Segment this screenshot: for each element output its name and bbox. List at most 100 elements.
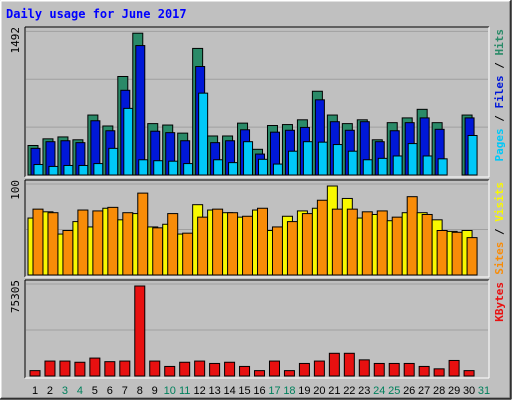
bar-pages-day-26 — [407, 143, 418, 176]
x-tick-label-day-23: 23 — [358, 385, 370, 397]
x-tick-label-day-20: 20 — [313, 385, 325, 397]
bar-kbytes-day-18 — [283, 370, 295, 377]
bar-sites-day-12 — [197, 216, 209, 276]
x-tick-label-day-24: 24 — [373, 385, 385, 397]
panel-hits: 1492 Pages / Files / Hits — [9, 26, 506, 178]
bar-kbytes-day-1 — [29, 370, 41, 377]
bar-sites-day-19 — [301, 213, 313, 276]
bar-sites-day-14 — [227, 212, 239, 276]
bar-sites-day-29 — [451, 231, 463, 276]
bar-kbytes-day-10 — [164, 365, 176, 377]
bar-sites-day-2 — [47, 212, 59, 276]
bar-kbytes-day-22 — [343, 352, 355, 377]
bar-pages-day-23 — [362, 159, 373, 176]
legend-sites: Sites — [493, 242, 506, 275]
bar-kbytes-day-15 — [239, 365, 251, 377]
bar-kbytes-day-20 — [313, 360, 325, 377]
bar-sites-day-18 — [286, 221, 298, 276]
series-legend-kbytes: KBytes — [493, 282, 506, 322]
x-tick-label-day-14: 14 — [223, 385, 235, 397]
x-tick-label-day-10: 10 — [164, 385, 176, 397]
bar-kbytes-day-7 — [119, 360, 131, 377]
bar-sites-day-6 — [107, 206, 119, 276]
bar-kbytes-day-2 — [44, 360, 56, 377]
y-max-label-kbytes: 75305 — [9, 280, 22, 313]
x-tick-label-day-12: 12 — [194, 385, 206, 397]
panel-kbytes: 75305 KBytes — [9, 279, 506, 379]
bar-sites-day-25 — [391, 216, 403, 276]
bar-sites-day-5 — [92, 210, 104, 276]
bar-sites-day-1 — [32, 208, 44, 276]
bar-sites-day-11 — [182, 232, 194, 276]
series-legend-hits: Pages / Files / Hits — [493, 29, 506, 162]
bar-pages-day-28 — [437, 158, 448, 176]
bar-sites-day-30 — [466, 237, 478, 276]
bar-sites-day-28 — [436, 230, 448, 276]
bar-kbytes-day-17 — [268, 360, 280, 377]
bar-pages-day-27 — [422, 155, 433, 176]
x-tick-label-day-21: 21 — [328, 385, 340, 397]
legend-kbytes: KBytes — [493, 282, 506, 322]
x-tick-label-day-18: 18 — [283, 385, 295, 397]
bar-kbytes-day-21 — [328, 352, 340, 377]
bar-sites-day-20 — [316, 199, 328, 276]
legend-separator: / — [493, 56, 506, 76]
chart-title: Daily usage for June 2017 — [6, 7, 187, 21]
bar-pages-day-16 — [258, 158, 269, 176]
bar-pages-day-14 — [228, 162, 239, 176]
bar-kbytes-day-5 — [89, 357, 101, 377]
bar-kbytes-day-3 — [59, 360, 71, 377]
bar-kbytes-day-26 — [403, 362, 415, 377]
bar-pages-day-4 — [78, 164, 89, 176]
bar-pages-day-22 — [347, 150, 358, 176]
x-axis-day-labels: 1 2 3 4 5 6 7 8 9 10 11 12 13 14 15 16 17 18 19 20 21 22 23 24 2… — [32, 385, 490, 397]
x-tick-label-day-9: 9 — [152, 385, 158, 397]
bar-pages-day-7 — [123, 107, 134, 176]
legend-visits: Visits — [493, 182, 506, 222]
bar-kbytes-day-12 — [194, 360, 206, 377]
bar-kbytes-day-4 — [74, 361, 86, 377]
bar-pages-day-12 — [198, 92, 209, 176]
bar-sites-day-22 — [346, 208, 358, 276]
bar-pages-day-13 — [213, 159, 224, 176]
bar-pages-day-8 — [138, 159, 149, 176]
bar-kbytes-day-8 — [134, 285, 146, 377]
x-tick-label-day-2: 2 — [47, 385, 53, 397]
x-tick-label-day-8: 8 — [137, 385, 143, 397]
bar-kbytes-day-30 — [463, 370, 475, 377]
y-max-label-hits: 1492 — [9, 27, 22, 54]
bar-kbytes-day-11 — [179, 361, 191, 377]
x-tick-label-day-15: 15 — [238, 385, 250, 397]
bar-files-day-8 — [135, 45, 146, 176]
x-tick-label-day-1: 1 — [32, 385, 38, 397]
bar-kbytes-day-23 — [358, 359, 370, 377]
bar-pages-day-25 — [392, 155, 403, 176]
bar-pages-day-20 — [317, 141, 328, 176]
bar-kbytes-day-27 — [418, 365, 430, 377]
bar-pages-day-3 — [63, 164, 74, 176]
panel-visits: 100 Sites / Visits — [9, 179, 506, 278]
bar-pages-day-24 — [377, 157, 388, 176]
bar-sites-day-16 — [257, 207, 269, 276]
bar-pages-day-15 — [243, 141, 254, 176]
bar-sites-day-24 — [376, 210, 388, 276]
x-tick-label-day-26: 26 — [403, 385, 415, 397]
bar-kbytes-day-29 — [448, 359, 460, 377]
bar-kbytes-day-25 — [388, 362, 400, 377]
x-tick-label-day-29: 29 — [448, 385, 460, 397]
bar-kbytes-day-28 — [433, 368, 445, 377]
bar-sites-day-13 — [212, 208, 224, 276]
bar-sites-day-27 — [421, 213, 433, 276]
bar-pages-day-5 — [93, 163, 104, 176]
x-tick-label-day-4: 4 — [77, 385, 83, 397]
x-tick-label-day-31: 31 — [478, 385, 490, 397]
x-tick-label-day-6: 6 — [107, 385, 113, 397]
bar-sites-day-3 — [62, 230, 74, 276]
bar-kbytes-day-9 — [149, 360, 161, 377]
x-tick-label-day-16: 16 — [253, 385, 265, 397]
bar-sites-day-17 — [271, 226, 283, 276]
bar-sites-day-10 — [167, 213, 179, 276]
bar-sites-day-7 — [122, 212, 134, 276]
bar-pages-day-18 — [287, 150, 298, 176]
x-tick-label-day-25: 25 — [388, 385, 400, 397]
